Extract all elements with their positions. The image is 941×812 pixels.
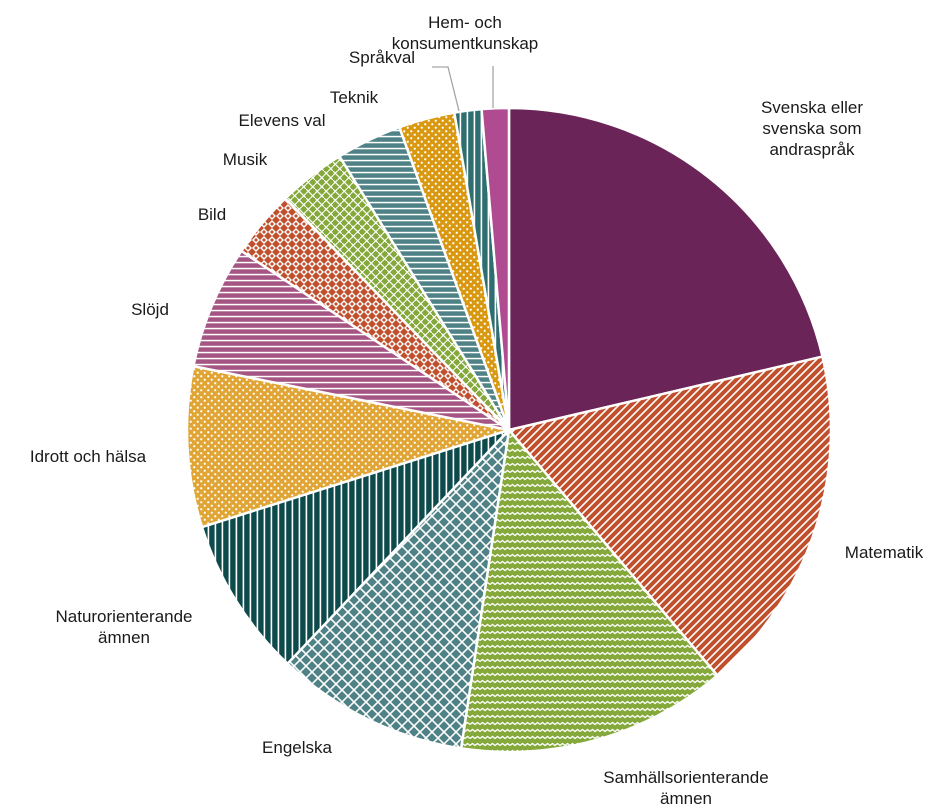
slice-label: Språkval (349, 48, 415, 67)
slice-label-line: ämnen (98, 628, 150, 647)
pie-slices (185, 106, 833, 754)
slice-label-line: Elevens val (239, 111, 326, 130)
slice-label-line: Svenska eller (761, 98, 863, 117)
slice-label-line: Musik (223, 150, 268, 169)
slice-label: Engelska (262, 738, 332, 757)
slice-label: Hem- och konsumentkunskap (392, 13, 538, 53)
slice-label: Bild (198, 205, 226, 224)
slice-label-line: Teknik (330, 88, 379, 107)
slice-label-line: Matematik (845, 543, 924, 562)
pie-slice (507, 355, 833, 677)
leader-lines (432, 66, 494, 112)
slice-label-line: Bild (198, 205, 226, 224)
slice-label-line: Naturorienterande (55, 607, 192, 626)
slice-label-line: andraspråk (769, 140, 855, 159)
slice-label: Svenska eller svenska som andraspråk (761, 98, 863, 159)
pie-slice (459, 428, 719, 754)
pie-slice (480, 106, 511, 432)
slice-label-line: ämnen (660, 789, 712, 808)
slice-label-line: Idrott och hälsa (30, 447, 147, 466)
slice-label-line: svenska som (762, 119, 861, 138)
slice-label: Slöjd (131, 300, 169, 319)
slice-label-line: Engelska (262, 738, 332, 757)
slice-label-line: Samhällsorienterande (603, 768, 768, 787)
slice-label: Samhällsorienterande ämnen (603, 768, 768, 808)
slice-label: Idrott och hälsa (30, 447, 147, 466)
slice-label-line: konsumentkunskap (392, 34, 538, 53)
slice-label: Musik (223, 150, 268, 169)
pie-slice (192, 249, 511, 432)
slice-label: Elevens val (239, 111, 326, 130)
leader-line (432, 66, 460, 112)
pie-slice (507, 106, 824, 432)
slice-label-line: Slöjd (131, 300, 169, 319)
slice-labels: Svenska eller svenska som andraspråk Matema… (30, 13, 924, 808)
pie-slice (200, 428, 511, 665)
slice-label: Naturorienterande ämnen (55, 607, 192, 647)
slice-label-line: Språkval (349, 48, 415, 67)
slice-label-line: Hem- och (428, 13, 502, 32)
pie-slice (286, 428, 511, 750)
slice-label: Matematik (845, 543, 924, 562)
slice-label: Teknik (330, 88, 379, 107)
pie-slice (185, 364, 511, 529)
